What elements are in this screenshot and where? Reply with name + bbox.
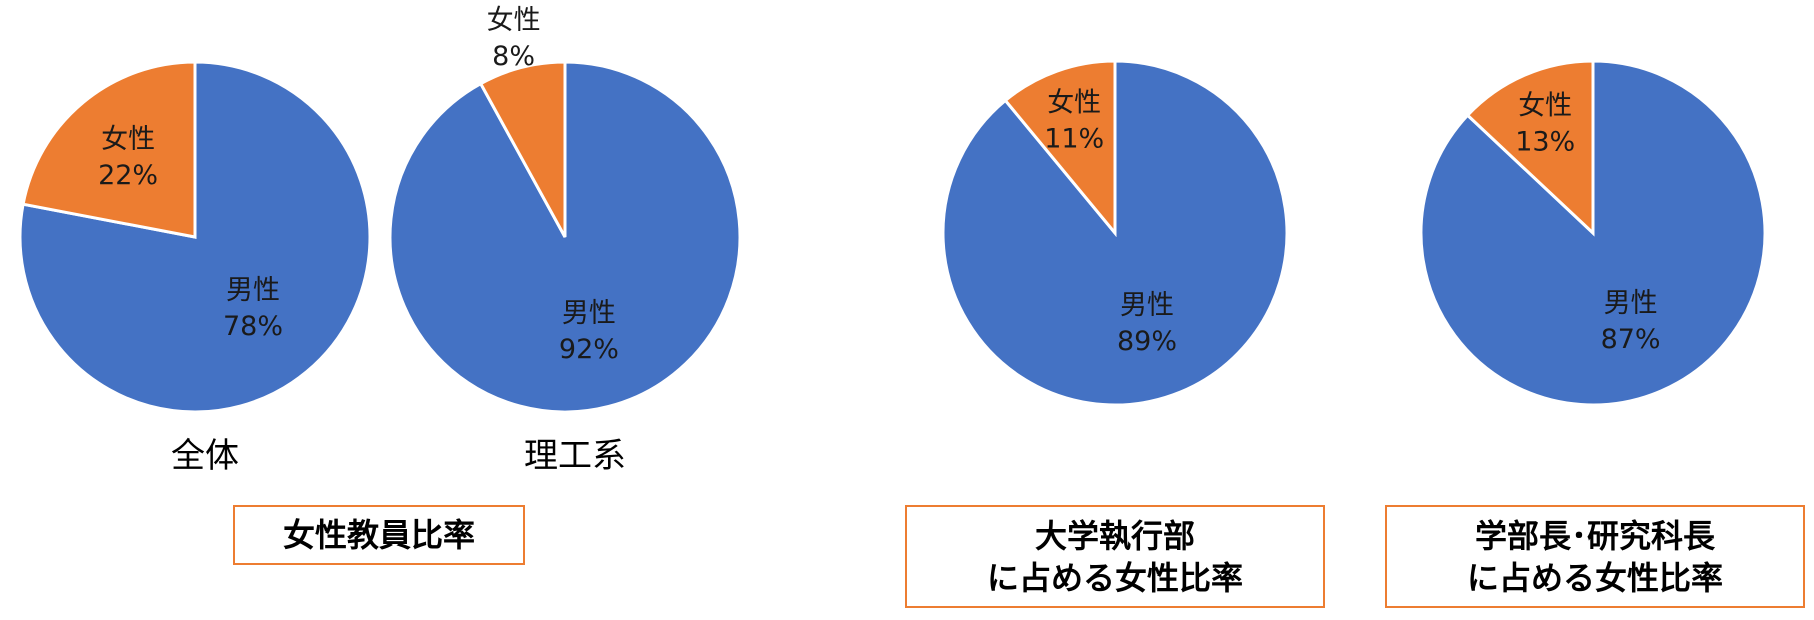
pie-3-value-male: 89% (1117, 326, 1177, 357)
pie-2-label-female: 女性 (487, 5, 541, 36)
caption-deans-line1: 学部長･研究科長 (1474, 516, 1715, 555)
pie-3-value-female: 11% (1044, 124, 1104, 155)
pie-4-label-female: 女性 (1518, 91, 1572, 122)
pie-2-value-male: 92% (559, 334, 619, 365)
pie-2-value-female: 8% (492, 41, 535, 72)
pie-2-subtitle: 理工系 (524, 436, 626, 476)
pie-1-value-female: 22% (98, 160, 158, 191)
caption-faculty-ratio-text: 女性教員比率 (282, 516, 475, 554)
pie-1-value-male: 78% (223, 311, 283, 342)
pie-4-value-female: 13% (1515, 127, 1575, 158)
pie-3-slice-female (1003, 59, 1117, 238)
pie-1-slice-female (21, 60, 197, 239)
caption-deans-line2: に占める女性比率 (1466, 558, 1723, 597)
pie-2-slice-female (478, 60, 567, 238)
pie-4-label-male: 男性 (1604, 288, 1658, 319)
caption-faculty-ratio: 女性教員比率 (233, 505, 525, 565)
caption-executive-ratio: 大学執行部 に占める女性比率 (905, 505, 1325, 608)
pie-3-label-male: 男性 (1120, 290, 1174, 321)
pie-3-label-female: 女性 (1047, 88, 1101, 119)
pie-2-label-male: 男性 (562, 298, 616, 329)
pie-4-value-male: 87% (1601, 324, 1661, 355)
pie-1-label-female: 女性 (101, 124, 155, 155)
caption-executive-line1: 大学執行部 (1034, 516, 1195, 555)
caption-executive-line2: に占める女性比率 (986, 558, 1243, 597)
pie-4-slice-female (1465, 59, 1595, 237)
pie-1-subtitle: 全体 (171, 436, 239, 476)
pie-1-label-male: 男性 (226, 275, 280, 306)
caption-deans-ratio: 学部長･研究科長 に占める女性比率 (1385, 505, 1805, 608)
